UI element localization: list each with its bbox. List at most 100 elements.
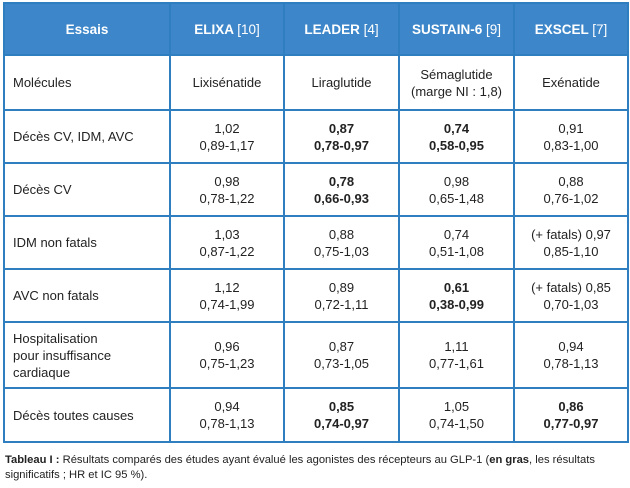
result-cell: (+ fatals) 0,85 0,70-1,03 [513,268,629,323]
hazard-ratio: 0,98 [214,173,240,189]
header-exscel: EXSCEL [7] [513,2,629,56]
confidence-interval: 0,72-1,11 [314,296,369,312]
hazard-ratio: 0,91 [558,120,584,136]
hazard-ratio: 0,87 [328,339,355,354]
table-row: Décès toutes causes 0,94 0,78-1,13 0,85 0,74… [3,387,629,443]
result-cell: 0,86 0,77-0,97 [513,387,629,443]
hazard-ratio: 0,85 [328,399,355,414]
molecule-cell: Lixisénatide [169,54,285,111]
hazard-ratio: 0,96 [214,339,240,354]
row-label-line: cardiaque [13,364,71,380]
caption-text-2: , les résultats significatifs ; HR et IC… [5,454,595,481]
hazard-ratio: 0,98 [443,173,470,189]
study-name: SUSTAIN-6 [411,21,483,37]
result-cell: 0,87 0,78-0,97 [283,109,400,164]
hazard-ratio: 0,89 [328,279,355,295]
header-elixa: ELIXA [10] [169,2,285,56]
confidence-interval: 0,75-1,23 [199,356,255,371]
result-cell: (+ fatals) 0,97 0,85-1,10 [513,215,629,270]
caption-text-1: Résultats comparés des études ayant éval… [59,454,490,466]
hazard-ratio: 0,61 [443,279,470,295]
confidence-interval: 0,66-0,93 [314,190,369,206]
confidence-interval: 0,73-1,05 [314,356,369,371]
result-cell: 1,11 0,77-1,61 [398,321,515,389]
confidence-interval: 0,38-0,99 [429,296,484,312]
table-row: IDM non fatals 1,03 0,87-1,22 0,88 0,75-1,03… [3,215,629,270]
confidence-interval: 0,70-1,03 [543,296,599,312]
molecule-name: Sémaglutide [420,66,493,82]
result-cell: 0,61 0,38-0,99 [398,268,515,323]
result-cell: 1,12 0,74-1,99 [169,268,285,323]
result-cell: 0,78 0,66-0,93 [283,162,400,217]
hazard-ratio: 0,86 [558,399,584,414]
row-label: AVC non fatals [3,268,171,323]
confidence-interval: 0,83-1,00 [543,137,599,153]
confidence-interval: 0,78-1,13 [199,416,255,431]
hazard-ratio: 0,87 [328,120,355,136]
result-cell: 0,85 0,74-0,97 [283,387,400,443]
result-cell: 0,74 0,58-0,95 [398,109,515,164]
molecule-cell: Liraglutide [283,54,400,111]
confidence-interval: 0,65-1,48 [429,190,484,206]
caption-label: Tableau I : [5,454,60,466]
hazard-ratio: 0,88 [558,173,584,189]
hazard-ratio: 0,94 [214,399,240,414]
header-sustain-6: SUSTAIN-6 [9] [398,2,515,56]
header-leader: LEADER [4] [283,2,400,56]
result-cell: 0,88 0,75-1,03 [283,215,400,270]
row-label: Décès CV, IDM, AVC [3,109,171,164]
hazard-ratio: 0,94 [558,339,584,354]
hazard-ratio: 1,05 [443,399,470,414]
row-label-line: pour insuffisance [13,347,112,363]
row-label: Décès toutes causes [3,387,171,443]
result-cell: 0,94 0,78-1,13 [169,387,285,443]
hazard-ratio: 1,12 [214,279,240,295]
table-row: AVC non fatals 1,12 0,74-1,99 0,89 0,72-1,11… [3,268,629,323]
confidence-interval: 0,51-1,08 [429,243,484,259]
study-ref: [7] [592,21,608,37]
result-cell: 0,94 0,78-1,13 [513,321,629,389]
result-cell: 0,98 0,78-1,22 [169,162,285,217]
table-caption: Tableau I : Résultats comparés des étude… [5,453,627,483]
study-name: EXSCEL [534,21,589,37]
hazard-ratio: 0,78 [328,173,355,189]
hazard-ratio: 0,88 [328,226,355,242]
hazard-ratio: (+ fatals) 0,85 [531,279,611,295]
table-row: Décès CV, IDM, AVC 1,02 0,89-1,17 0,87 0,78-… [3,109,629,164]
result-cell: 1,02 0,89-1,17 [169,109,285,164]
table-header-row: Essais ELIXA [10] LEADER [4] SUSTAIN-6 [… [3,2,629,56]
confidence-interval: 0,74-1,99 [199,296,255,312]
confidence-interval: 0,74-1,50 [429,416,484,431]
result-cell: 1,03 0,87-1,22 [169,215,285,270]
molecules-row: Molécules Lixisénatide Liraglutide Sémag… [3,54,629,111]
study-ref: [10] [237,21,260,37]
hazard-ratio: 1,11 [444,339,469,354]
confidence-interval: 0,77-0,97 [543,416,599,431]
study-ref: [9] [486,21,502,37]
hazard-ratio: 0,74 [443,226,470,242]
result-cell: 0,89 0,72-1,11 [283,268,400,323]
hazard-ratio: (+ fatals) 0,97 [531,226,611,242]
hazard-ratio: 0,74 [443,120,470,136]
hazard-ratio: 1,02 [214,120,240,136]
confidence-interval: 0,58-0,95 [429,137,484,153]
row-label: Hospitalisation pour insuffisance cardiaqu… [3,321,171,389]
molecule-note: (marge NI : 1,8) [410,83,503,99]
study-name: ELIXA [194,21,234,37]
caption-bold-part: en gras [489,454,530,466]
study-name: LEADER [304,21,360,37]
result-cell: 0,87 0,73-1,05 [283,321,400,389]
confidence-interval: 0,89-1,17 [199,137,255,153]
result-cell: 0,96 0,75-1,23 [169,321,285,389]
table-row: Décès CV 0,98 0,78-1,22 0,78 0,66-0,93 0,98 0,… [3,162,629,217]
confidence-interval: 0,78-0,97 [314,137,369,153]
confidence-interval: 0,75-1,03 [314,243,369,259]
confidence-interval: 0,77-1,61 [429,356,484,371]
confidence-interval: 0,78-1,22 [199,190,255,206]
confidence-interval: 0,78-1,13 [543,356,599,371]
row-label: IDM non fatals [3,215,171,270]
result-cell: 1,05 0,74-1,50 [398,387,515,443]
confidence-interval: 0,74-0,97 [314,416,369,431]
row-label-line: Hospitalisation [13,330,98,346]
